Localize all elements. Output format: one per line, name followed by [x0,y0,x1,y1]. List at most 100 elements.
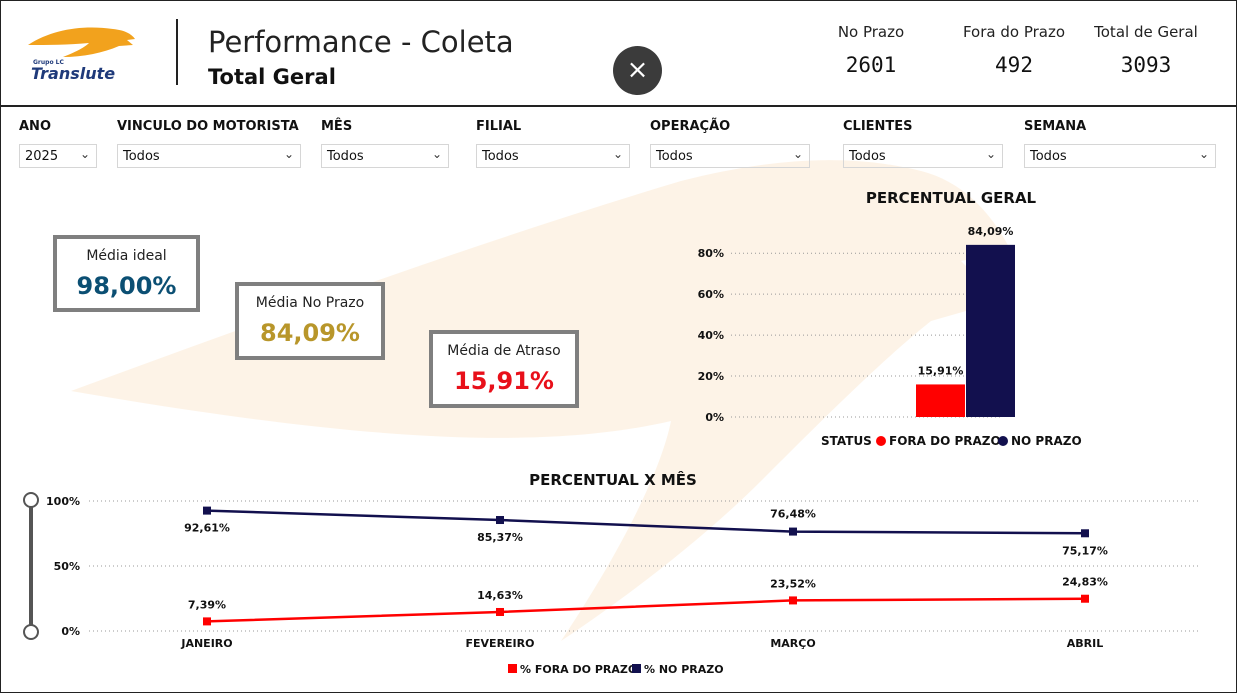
legend-label: FORA DO PRAZO [889,434,1001,448]
bar-data-label: 84,09% [968,225,1014,238]
zoom-slider-bottom-handle[interactable] [23,624,39,640]
data-label: 92,61% [184,522,230,535]
data-point [203,617,211,626]
chevron-down-icon: ⌄ [985,147,996,161]
filter-value: Todos [849,149,886,164]
zoom-slider-top-handle[interactable] [23,492,39,508]
kpi-fora-do-prazo: Fora do Prazo 492 [959,23,1069,77]
filter-value: Todos [327,149,364,164]
y-tick-label: 0% [705,411,724,424]
filter-value: Todos [1030,149,1067,164]
kpi-label: Total de Geral [1094,23,1198,41]
filter-bar: ANO 2025 ⌄ VINCULO DO MOTORISTA Todos ⌄ MÊ… [1,119,1236,171]
data-point [496,607,504,616]
filter-clientes: CLIENTES Todos ⌄ [843,119,1003,168]
filter-value: Todos [123,149,160,164]
close-button[interactable]: × [613,46,662,95]
y-tick-label: 40% [698,329,724,342]
chevron-down-icon: ⌄ [79,147,90,161]
card-label: Média ideal [86,248,167,264]
bar [916,384,965,417]
filter-ano: ANO 2025 ⌄ [19,119,97,168]
close-icon: × [626,55,649,85]
filter-ano-dropdown[interactable]: 2025 ⌄ [19,144,97,168]
filter-vinculo: VINCULO DO MOTORISTA Todos ⌄ [117,119,301,168]
zoom-slider-track[interactable] [29,499,33,633]
translute-logo: Grupo LC Translute [28,27,135,83]
chevron-down-icon: ⌄ [283,147,294,161]
filter-label: ANO [19,119,51,134]
filter-filial-dropdown[interactable]: Todos ⌄ [476,144,630,168]
chart-title: PERCENTUAL GERAL [866,189,1037,207]
chevron-down-icon: ⌄ [1198,147,1209,161]
y-tick-label: 60% [698,288,724,301]
card-media-no-prazo: Média No Prazo 84,09% [235,282,385,360]
filter-label: CLIENTES [843,119,913,134]
bar-data-label: 15,91% [918,364,964,377]
filter-semana-dropdown[interactable]: Todos ⌄ [1024,144,1216,168]
y-tick-label: 20% [698,370,724,383]
svg-text:Translute: Translute [31,64,115,83]
filter-label: VINCULO DO MOTORISTA [117,119,299,134]
filter-filial: FILIAL Todos ⌄ [476,119,630,168]
legend-label: NO PRAZO [1011,434,1082,448]
card-value: 15,91% [454,367,554,395]
chevron-down-icon: ⌄ [792,147,803,161]
data-point [789,596,797,605]
filter-value: Todos [656,149,693,164]
bar [966,244,1015,417]
data-label: 14,63% [477,589,523,602]
filter-mes-dropdown[interactable]: Todos ⌄ [321,144,449,168]
data-point [789,527,797,536]
series-line [206,509,1086,535]
legend-label: % FORA DO PRAZO [520,663,637,676]
page-subtitle: Total Geral [208,65,336,89]
filter-operacao-dropdown[interactable]: Todos ⌄ [650,144,810,168]
card-media-atraso: Média de Atraso 15,91% [429,330,579,408]
data-point [1081,594,1089,603]
x-tick-label: MARÇO [770,637,815,650]
x-tick-label: ABRIL [1067,637,1103,650]
card-label: Média No Prazo [255,295,365,311]
kpi-total-geral: Total de Geral 3093 [1091,23,1201,77]
chevron-down-icon: ⌄ [431,147,442,161]
filter-mes: MÊS Todos ⌄ [321,119,449,168]
filter-value: 2025 [25,149,59,164]
y-tick-label: 100% [46,495,80,508]
data-point [496,516,504,525]
data-point [203,506,211,515]
data-label: 76,48% [770,508,816,521]
card-media-ideal: Média ideal 98,00% [53,235,200,312]
filter-value: Todos [482,149,519,164]
filter-label: OPERAÇÃO [650,119,731,134]
kpi-value: 492 [995,53,1033,77]
chart-title: PERCENTUAL X MÊS [529,470,697,489]
kpi-value: 3093 [1120,53,1172,77]
chevron-down-icon: ⌄ [612,147,623,161]
data-label: 85,37% [477,531,523,544]
kpi-label: Fora do Prazo [962,23,1066,41]
svg-text:Grupo LC: Grupo LC [33,59,64,66]
filter-label: MÊS [321,119,353,134]
card-value: 98,00% [76,272,177,300]
x-tick-label: FEVEREIRO [466,637,535,650]
card-value: 84,09% [260,319,360,347]
percentual-mes-chart: PERCENTUAL X MÊS 0% 50% 100% JANEIRO FEVEREIR… [46,470,1201,676]
legend-title: STATUS [821,434,872,448]
filter-label: FILIAL [476,119,522,134]
filter-operacao: OPERAÇÃO Todos ⌄ [650,119,810,168]
y-tick-label: 80% [698,247,724,260]
kpi-no-prazo: No Prazo 2601 [831,23,911,77]
kpi-value: 2601 [845,53,897,77]
legend-label: % NO PRAZO [644,663,724,676]
legend-marker [998,436,1008,446]
page-title: Performance - Coleta [208,25,514,59]
data-label: 23,52% [770,577,816,590]
data-point [1081,529,1089,538]
filter-clientes-dropdown[interactable]: Todos ⌄ [843,144,1003,168]
y-tick-label: 50% [54,560,80,573]
data-label: 7,39% [188,598,226,611]
series-line [206,597,1086,623]
data-label: 75,17% [1062,544,1108,557]
filter-vinculo-dropdown[interactable]: Todos ⌄ [117,144,301,168]
